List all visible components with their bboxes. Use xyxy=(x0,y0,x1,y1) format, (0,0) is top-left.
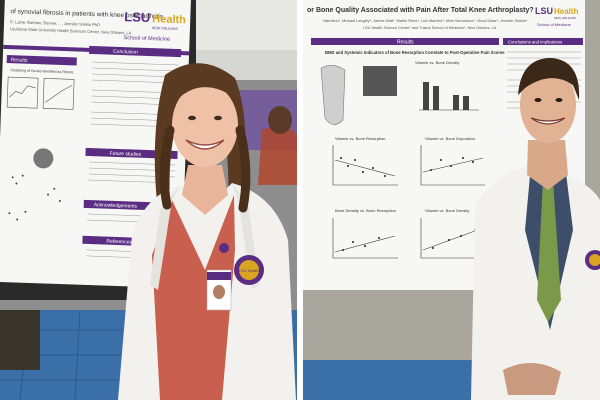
right-logo-school: School of Medicine xyxy=(537,22,572,27)
left-section-refs: References xyxy=(106,239,132,246)
left-logo-school: School of Medicine xyxy=(123,35,170,43)
right-poster-authors: Valentino*, Michael Langley*, James Watt… xyxy=(323,19,528,23)
left-patch-label: LSU Health xyxy=(239,269,258,273)
right-poster-affiliation: LSU Health Science Center* and Tulane Sc… xyxy=(363,26,497,30)
right-scatter-title-1: Vitamin vs. Bone Resorption xyxy=(335,136,385,141)
right-scatter-title-4: Vitamin vs. Bone Density xyxy=(425,208,469,213)
right-logo-accent: Health xyxy=(554,7,579,16)
photo-divider xyxy=(297,0,303,400)
right-logo-main: LSU xyxy=(535,6,553,16)
left-subject: LSU Health xyxy=(118,63,296,400)
right-photo: or Bone Quality Associated with Pain Aft… xyxy=(303,0,600,400)
right-subject xyxy=(471,58,600,400)
left-poster-affiliation: Louisiana State University Health Scienc… xyxy=(10,26,132,35)
right-scatter-title-2: Vitamin vs. Bone Deposition xyxy=(425,136,475,141)
lapel-pin xyxy=(219,243,229,253)
left-logo-sub: NEW ORLEANS xyxy=(152,26,179,31)
right-section-conclusions: Conclusions and Implications xyxy=(508,40,562,45)
left-section-results: Results xyxy=(11,57,28,64)
green-tie xyxy=(537,180,561,322)
right-logo-sub: NEW ORLEANS xyxy=(554,16,576,20)
right-bar-panel-title: Vitamin vs. Bone Density xyxy=(415,60,459,65)
left-section-future: Future studies xyxy=(109,151,141,158)
left-logo-main: LSU xyxy=(124,9,151,25)
left-logo-accent: Health xyxy=(152,13,186,26)
left-section-ack: Acknowledgements xyxy=(94,202,138,210)
left-section-conclusion: Conclusion xyxy=(113,49,138,56)
right-section-results: Results xyxy=(397,40,414,46)
left-panel-label: Clustering of Genes Identified as Fibrot… xyxy=(10,68,74,74)
right-poster-title: or Bone Quality Associated with Pain Aft… xyxy=(307,7,534,14)
left-photo: of synovial fibrosis in patients with kn… xyxy=(0,0,297,400)
right-panel-title: BMD and Systemic Indicators of Bone Reso… xyxy=(325,50,505,55)
left-poster-authors: D. Laine, Barham, Bonner, ..., Jennifer … xyxy=(10,19,100,27)
right-scatter-title-3: Bone Density vs. Bone Resorption xyxy=(335,208,396,213)
